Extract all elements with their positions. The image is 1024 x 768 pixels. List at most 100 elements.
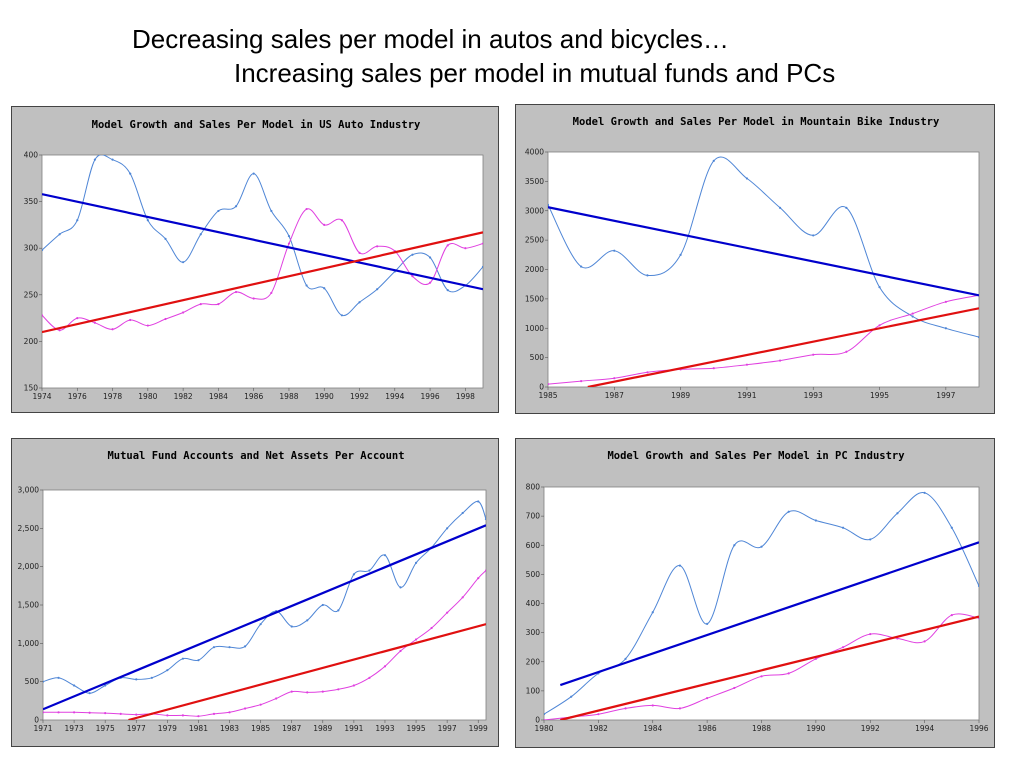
data-point (376, 245, 379, 248)
data-point (259, 623, 262, 626)
y-tick-label: 3500 (525, 177, 544, 186)
data-point (104, 712, 107, 715)
x-tick-label: 1984 (209, 392, 228, 401)
plot-area (547, 151, 980, 388)
data-point (43, 680, 45, 683)
chart-title: Mutual Fund Accounts and Net Assets Per … (107, 450, 404, 462)
data-point (270, 209, 273, 213)
data-point (76, 219, 79, 222)
series-group (544, 491, 979, 720)
x-tick-label: 1995 (407, 724, 426, 733)
data-point (340, 314, 343, 317)
y-tick-label: 2000 (525, 265, 544, 274)
x-tick-label: 1981 (189, 724, 208, 733)
data-point (548, 382, 550, 386)
data-point (337, 609, 340, 612)
data-point (651, 611, 654, 614)
y-tick-label: 700 (526, 512, 541, 521)
data-point (778, 206, 782, 209)
data-point (646, 371, 649, 374)
data-point (111, 158, 114, 161)
x-tick-label: 1985 (251, 724, 270, 733)
data-point (135, 678, 138, 681)
data-point (678, 564, 682, 567)
data-point (243, 707, 247, 710)
data-point (869, 538, 872, 541)
data-point (58, 329, 61, 332)
x-tick-label: 1980 (138, 392, 157, 401)
data-point (923, 640, 926, 643)
x-tick-label: 1988 (752, 724, 771, 733)
y-tick-label: 200 (526, 657, 541, 666)
chart-svg: Mutual Fund Accounts and Net Assets Per … (18, 450, 488, 733)
x-tick-label: 1974 (32, 392, 51, 401)
data-point (923, 491, 926, 494)
data-point (72, 711, 76, 714)
data-point (745, 177, 749, 180)
x-tick-label: 1980 (534, 724, 553, 733)
x-tick-label: 1999 (469, 724, 488, 733)
y-tick-label: 100 (526, 686, 541, 695)
trend-line-1 (42, 193, 483, 291)
chart-svg: Model Growth and Sales Per Model in PC I… (526, 450, 989, 733)
y-tick-label: 2,500 (18, 524, 40, 533)
data-point (93, 321, 97, 324)
data-point (42, 314, 44, 317)
data-point (613, 377, 616, 380)
data-point (944, 327, 947, 330)
x-tick-label: 1971 (33, 724, 52, 733)
data-point (212, 646, 216, 649)
data-point (383, 554, 387, 557)
data-point (305, 284, 308, 287)
data-point (624, 707, 627, 710)
data-point (428, 256, 432, 259)
y-tick-label: 3000 (525, 206, 544, 215)
x-tick-label: 1997 (936, 391, 955, 400)
y-tick-label: 3,000 (18, 486, 40, 495)
data-point (368, 569, 371, 572)
data-point (446, 289, 449, 292)
chart-panel-mountain-bike: Model Growth and Sales Per Model in Moun… (515, 104, 995, 414)
data-point (548, 203, 550, 206)
data-point (150, 676, 153, 679)
trend-line-1 (559, 541, 979, 687)
y-tick-label: 4000 (525, 148, 544, 157)
data-point (814, 519, 817, 522)
data-point (42, 248, 44, 252)
data-point (376, 288, 379, 291)
data-point (306, 691, 309, 694)
data-point (57, 711, 60, 714)
x-tick-label: 1997 (438, 724, 457, 733)
data-point (477, 500, 480, 503)
x-tick-label: 1977 (127, 724, 146, 733)
x-tick-label: 1994 (915, 724, 934, 733)
data-point (306, 619, 309, 622)
y-tick-label: 0 (535, 716, 540, 725)
chart-svg: Model Growth and Sales Per Model in Moun… (525, 116, 980, 400)
y-tick-label: 500 (526, 570, 541, 579)
data-point (446, 244, 449, 247)
data-point (481, 242, 483, 245)
data-point (787, 672, 790, 675)
data-point (352, 684, 355, 687)
data-point (911, 315, 914, 318)
series-line-1 (548, 156, 979, 338)
x-tick-label: 1987 (605, 391, 624, 400)
y-tick-label: 1,000 (18, 639, 40, 648)
data-point (733, 544, 736, 547)
data-point (129, 318, 132, 322)
data-point (181, 657, 184, 660)
chart-panel-auto: Model Growth and Sales Per Model in US A… (11, 106, 499, 413)
data-point (182, 261, 185, 264)
data-point (337, 688, 340, 691)
data-point (243, 645, 247, 648)
y-tick-label: 0 (539, 383, 544, 392)
x-tick-label: 1990 (315, 392, 334, 401)
data-point (58, 233, 61, 236)
data-point (275, 697, 278, 700)
data-point (146, 219, 149, 222)
data-point (461, 596, 464, 599)
chart-panel-pc: Model Growth and Sales Per Model in PC I… (515, 438, 995, 748)
data-point (287, 234, 291, 238)
x-tick-label: 1982 (589, 724, 608, 733)
